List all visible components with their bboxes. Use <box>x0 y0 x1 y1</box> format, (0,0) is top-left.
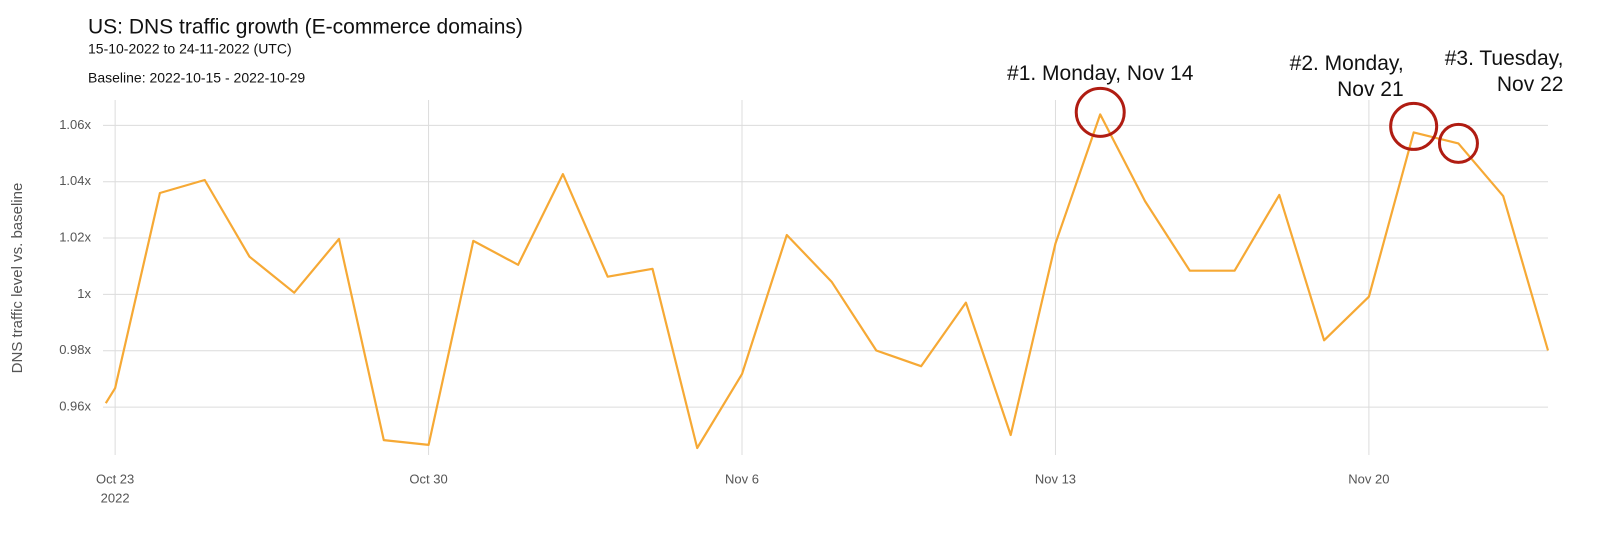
annotation-text: #2. Monday, <box>1290 52 1404 75</box>
y-tick-label: 0.96x <box>59 399 91 414</box>
annotation-text: Nov 22 <box>1497 73 1564 96</box>
annotation-text: Nov 21 <box>1337 78 1404 101</box>
x-tick-label: Nov 13 <box>1035 471 1076 486</box>
y-tick-label: 1.02x <box>59 229 91 244</box>
chart-subtitle: 15-10-2022 to 24-11-2022 (UTC) <box>88 41 292 57</box>
x-tick-label: Nov 20 <box>1348 471 1389 486</box>
y-tick-label: 1.04x <box>59 173 91 188</box>
baseline-note: Baseline: 2022-10-15 - 2022-10-29 <box>88 70 305 86</box>
annotation-circle <box>1389 101 1439 151</box>
x-tick-label: Nov 6 <box>725 471 759 486</box>
annotation-text: #1. Monday, Nov 14 <box>1007 62 1194 85</box>
x-tick-label: Oct 30 <box>409 471 447 486</box>
y-tick-label: 0.98x <box>59 342 91 357</box>
y-tick-label: 1x <box>77 286 91 301</box>
annotation-circle <box>1437 122 1479 164</box>
y-tick-label: 1.06x <box>59 117 91 132</box>
annotation-circle <box>1074 86 1126 138</box>
annotation-text: #3. Tuesday, <box>1445 47 1564 70</box>
data-line <box>104 113 1550 450</box>
chart-title: US: DNS traffic growth (E-commerce domai… <box>88 16 523 39</box>
x-tick-sublabel: 2022 <box>101 490 130 505</box>
x-tick-label: Oct 23 <box>96 471 134 486</box>
y-axis-label: DNS traffic level vs. baseline <box>9 183 26 374</box>
